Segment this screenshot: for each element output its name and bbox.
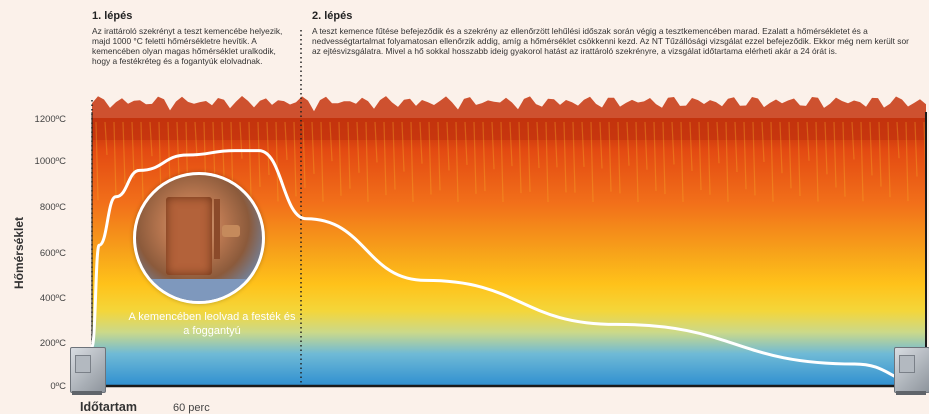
y-tick-label: 200ºC [26, 338, 66, 349]
step-2-block: 2. lépés A teszt kemence fűtése befejező… [312, 10, 912, 56]
inset-caption: A kemencében leolvad a festék és a fogga… [126, 310, 298, 338]
melted-cabinet-photo-icon [133, 172, 265, 304]
furnace-floor-shape [136, 279, 265, 304]
y-tick-label: 1200ºC [26, 114, 66, 125]
y-axis-title: Hőmérséklet [12, 198, 26, 308]
safe-cabinet-icon [894, 347, 929, 395]
y-tick-label: 800ºC [26, 202, 66, 213]
step-1-title: 1. lépés [92, 10, 292, 22]
x-axis-title: Időtartam [80, 400, 137, 414]
y-tick-label: 1000ºC [26, 156, 66, 167]
y-tick-label: 400ºC [26, 293, 66, 304]
step-2-title: 2. lépés [312, 10, 912, 22]
x-marker-label: 60 perc [173, 402, 210, 414]
flame-edge [92, 96, 926, 140]
safe-cabinet-icon [70, 347, 106, 395]
y-tick-label: 600ºC [26, 248, 66, 259]
step-2-text: A teszt kemence fűtése befejeződik és a … [312, 26, 912, 56]
step-1-text: Az irattároló szekrényt a teszt kemencéb… [92, 26, 292, 66]
y-tick-label: 0ºC [26, 381, 66, 392]
cabinet-edge-shape [214, 199, 220, 259]
cabinet-door-shape [166, 197, 212, 275]
melted-handle-shape [222, 225, 240, 237]
step-1-block: 1. lépés Az irattároló szekrényt a teszt… [92, 10, 292, 66]
